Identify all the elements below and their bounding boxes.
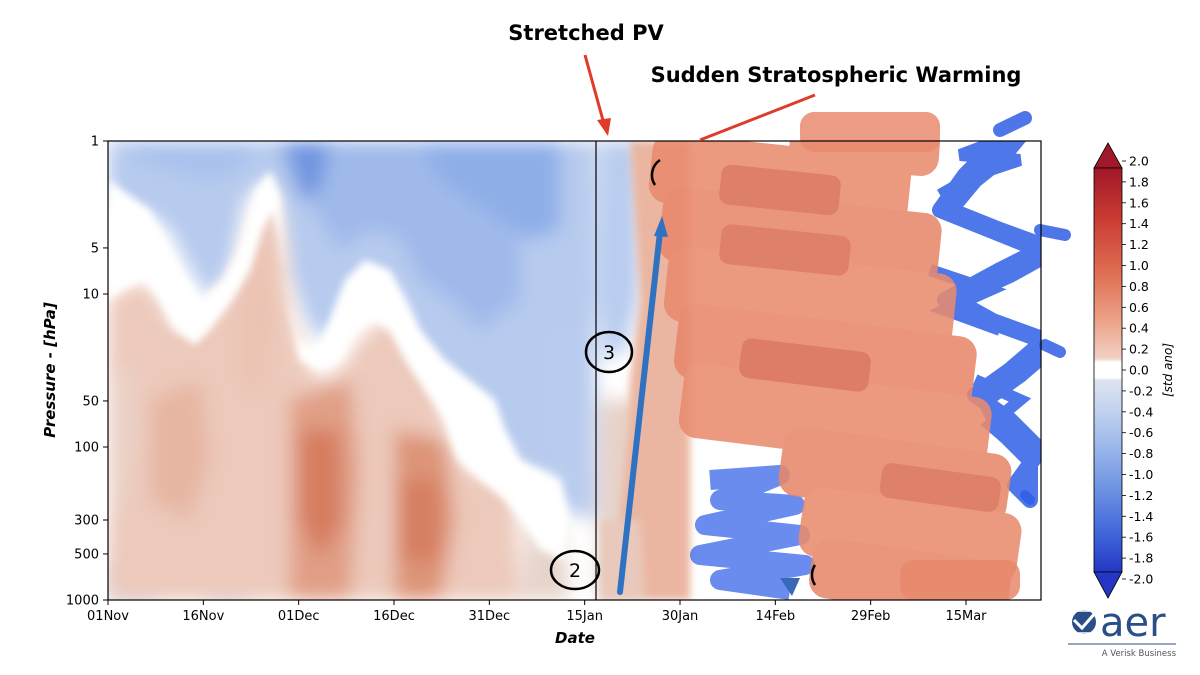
neutral-band <box>108 170 570 560</box>
heatmap-field <box>108 141 1041 600</box>
partial-markers <box>650 158 817 586</box>
drawn-warm-strokes <box>648 141 1022 600</box>
y-tick-label: 300 <box>74 513 99 528</box>
colorbar-tick-label: 0.6 <box>1129 300 1149 315</box>
x-axis: 01Nov 16Nov 01Dec 16Dec 31Dec 15Jan 30Jan 14Feb… <box>87 600 987 624</box>
y-tick-label: 1000 <box>66 594 99 609</box>
y-tick-label: 10 <box>82 288 99 303</box>
colorbar-tick-label: 0.2 <box>1129 342 1149 357</box>
colorbar: 2.0 1.8 1.6 1.4 1.2 1.0 0.8 0.6 0.4 0.2 0.0 -0.2 -0.… <box>1093 142 1175 599</box>
ssw-arrow <box>699 93 816 142</box>
colorbar-tick-label: -1.8 <box>1129 551 1153 566</box>
x-tick-label: 16Dec <box>373 609 415 624</box>
marker-3: 3 <box>584 330 634 374</box>
y-tick-label: 50 <box>82 394 99 409</box>
x-tick-label: 15Jan <box>566 609 603 624</box>
y-tick-label: 100 <box>74 441 99 456</box>
drawn-warm-overflow <box>800 112 1020 600</box>
colorbar-tick-label: -1.0 <box>1129 467 1153 482</box>
downward-arrow <box>780 578 800 596</box>
marker-3-label: 3 <box>603 342 615 364</box>
logo-name: aer <box>1100 600 1166 646</box>
x-tick-label: 30Jan <box>662 609 699 624</box>
stretched-pv-label: Stretched PV <box>508 21 664 45</box>
marker-2: 2 <box>549 549 601 591</box>
y-tick-label: 500 <box>74 547 99 562</box>
colorbar-tick-label: 0.4 <box>1129 321 1149 336</box>
marker-2-label: 2 <box>569 560 581 582</box>
colorbar-tick-label: -0.2 <box>1129 383 1153 398</box>
y-tick-label: 1 <box>91 135 99 150</box>
colorbar-tick-label: -0.8 <box>1129 446 1153 461</box>
y-axis: 1 5 10 50 100 300 500 1000 <box>66 135 108 609</box>
x-axis-label: Date <box>555 629 595 647</box>
plot-frame <box>107 140 1042 601</box>
y-tick-label: 5 <box>91 241 99 256</box>
colorbar-tick-label: 0.8 <box>1129 279 1149 294</box>
colorbar-tick-label: -0.4 <box>1129 404 1153 419</box>
colorbar-tick-label: 1.0 <box>1129 258 1149 273</box>
logo-mark-icon <box>1072 610 1096 634</box>
colorbar-label: [std ano] <box>1161 343 1175 397</box>
upward-propagation-arrow <box>617 216 668 595</box>
colorbar-tick-label: -2.0 <box>1129 572 1153 587</box>
colorbar-tick-label: -1.2 <box>1129 488 1153 503</box>
colorbar-tick-label: -0.6 <box>1129 425 1153 440</box>
logo-tagline: A Verisk Business <box>1102 649 1177 659</box>
y-axis-label: Pressure - [hPa] <box>41 302 59 438</box>
colorbar-tick-label: 1.4 <box>1129 216 1149 231</box>
drawn-cold-overflow <box>993 111 1071 505</box>
x-tick-label: 16Nov <box>182 609 224 624</box>
colorbar-tick-label: 0.0 <box>1129 363 1149 378</box>
colorbar-tick-label: 1.2 <box>1129 237 1149 252</box>
colorbar-tick-label: 1.6 <box>1129 195 1149 210</box>
colorbar-tick-label: -1.4 <box>1129 509 1153 524</box>
x-tick-label: 14Feb <box>756 609 796 624</box>
aer-logo: aer A Verisk Business <box>1068 600 1177 659</box>
x-tick-label: 15Mar <box>945 609 987 624</box>
colorbar-tick-label: 2.0 <box>1129 154 1149 169</box>
stretched-pv-arrow <box>583 54 611 136</box>
colorbar-tick-label: -1.6 <box>1129 530 1153 545</box>
colorbar-tick-label: 1.8 <box>1129 174 1149 189</box>
x-tick-label: 01Nov <box>87 609 129 624</box>
x-tick-label: 31Dec <box>468 609 510 624</box>
ssw-label: Sudden Stratospheric Warming <box>651 63 1022 87</box>
x-tick-label: 01Dec <box>278 609 320 624</box>
x-tick-label: 29Feb <box>851 609 891 624</box>
drawn-cold-strokes <box>690 141 1041 600</box>
